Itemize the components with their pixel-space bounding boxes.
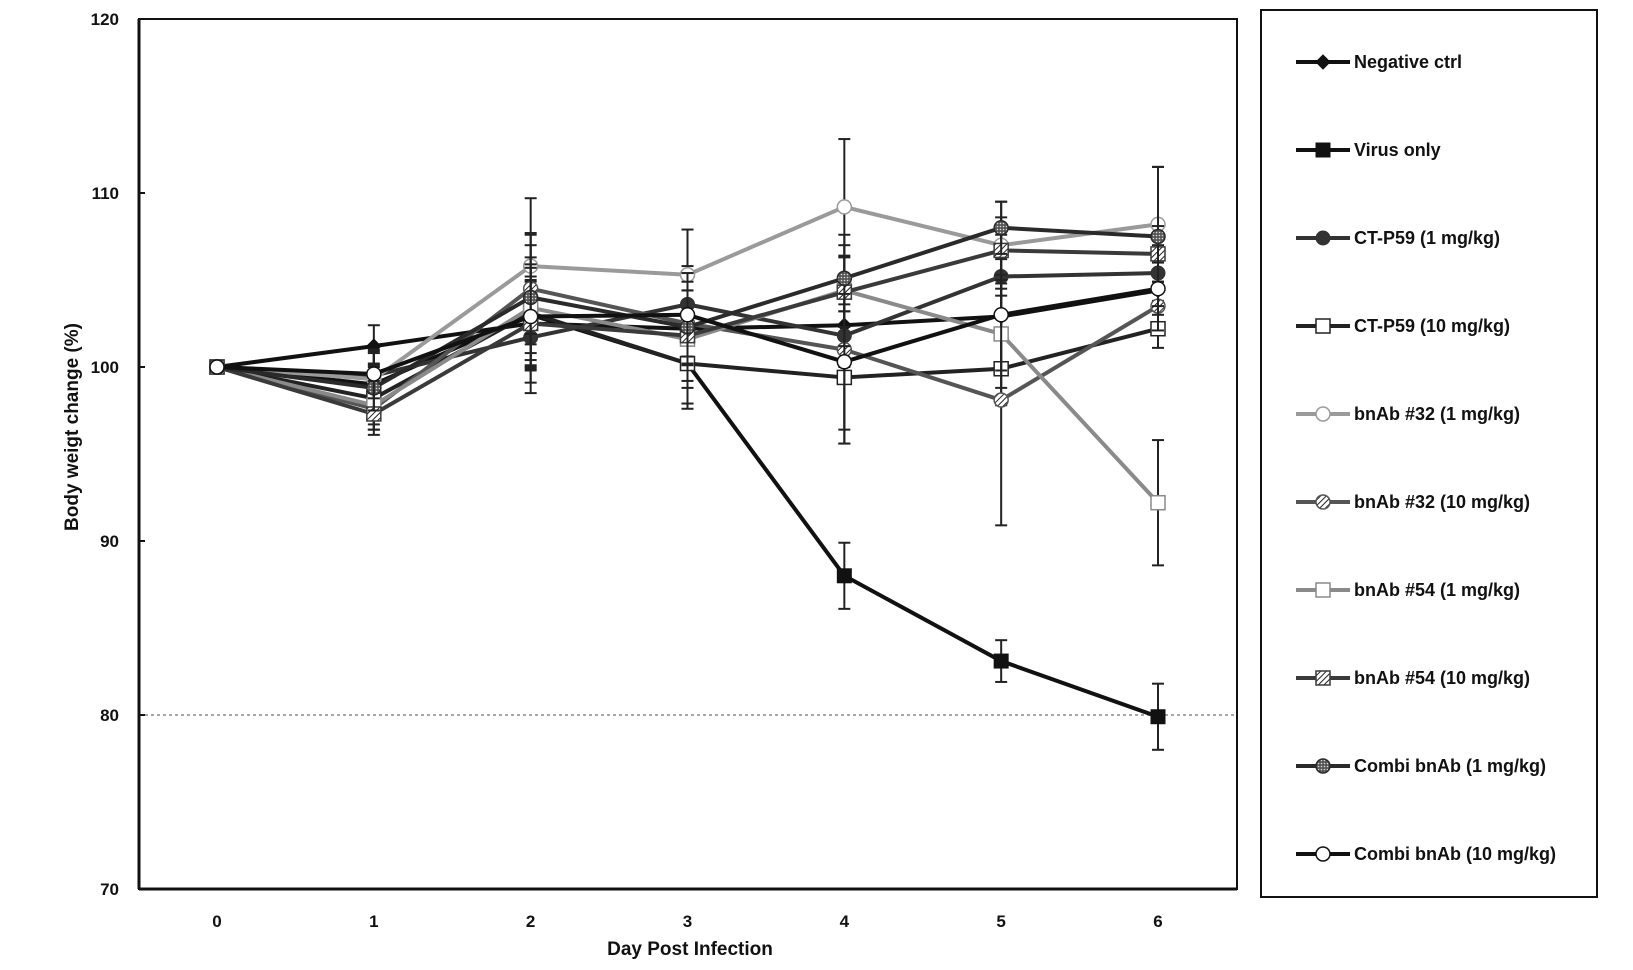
y-tick-label: 100 [91, 358, 119, 377]
y-tick-label: 70 [100, 880, 119, 899]
x-tick-label: 5 [996, 912, 1005, 931]
marker-circle-open [1150, 280, 1166, 297]
legend-box [1260, 9, 1598, 898]
legend-label: bnAb #54 (10 mg/kg) [1354, 668, 1530, 688]
plot-area [138, 18, 1238, 890]
x-axis-title: Day Post Infection [607, 939, 773, 960]
legend-item: CT-P59 (1 mg/kg) [1296, 228, 1500, 248]
legend-item: CT-P59 (10 mg/kg) [1296, 316, 1510, 336]
marker-square-filled [993, 653, 1009, 669]
y-tick-label: 80 [100, 706, 119, 725]
marker-diamond [1315, 54, 1331, 70]
legend-label: Combi bnAb (1 mg/kg) [1354, 756, 1546, 776]
legend-item: Combi bnAb (10 mg/kg) [1296, 844, 1556, 864]
marker-square-open [1315, 582, 1331, 598]
x-tick-label: 2 [526, 912, 535, 931]
legend-item: bnAb #54 (1 mg/kg) [1296, 580, 1520, 600]
legend: Negative ctrl Virus only CT-P59 (1 mg/kg) C… [1296, 52, 1556, 864]
x-tick-label: 3 [683, 912, 692, 931]
marker-circle-open [1315, 846, 1331, 862]
legend-item: Combi bnAb (1 mg/kg) [1296, 756, 1546, 776]
marker-circle-dotted [993, 220, 1009, 236]
legend-label: Combi bnAb (10 mg/kg) [1354, 844, 1556, 864]
y-tick-label: 110 [92, 184, 119, 203]
x-tick-label: 0 [212, 912, 221, 931]
series-combi-bnab-10-mg-kg [209, 258, 1166, 431]
legend-label: Negative ctrl [1354, 52, 1462, 72]
legend-label: Virus only [1354, 140, 1441, 160]
marker-square-filled [836, 568, 852, 584]
legend-label: bnAb #32 (10 mg/kg) [1354, 492, 1530, 512]
y-tick-label: 120 [91, 10, 119, 29]
legend-label: CT-P59 (1 mg/kg) [1354, 228, 1500, 248]
legend-label: CT-P59 (10 mg/kg) [1354, 316, 1510, 336]
y-tick-label: 90 [100, 532, 119, 551]
marker-circle-open [522, 308, 539, 325]
legend-item: bnAb #32 (10 mg/kg) [1296, 492, 1530, 512]
marker-circle-open [209, 359, 225, 375]
marker-square-filled [1150, 709, 1166, 725]
marker-square-hatched [1315, 670, 1331, 686]
x-tick-label: 4 [840, 912, 850, 931]
legend-item: Virus only [1296, 140, 1441, 160]
x-tick-label: 6 [1153, 912, 1162, 931]
legend-item: bnAb #54 (10 mg/kg) [1296, 668, 1530, 688]
marker-circle-dotted [1315, 758, 1331, 774]
legend-label: bnAb #54 (1 mg/kg) [1354, 580, 1520, 600]
marker-square-open [1150, 494, 1166, 511]
marker-circle-dotted [1150, 228, 1166, 245]
y-axis-title: Body weigt change (%) [62, 323, 83, 531]
marker-circle-open [366, 366, 382, 382]
marker-square-open [1315, 318, 1331, 334]
legend-label: bnAb #32 (1 mg/kg) [1354, 404, 1520, 424]
marker-square-filled [1315, 142, 1331, 158]
marker-circle-open [993, 307, 1009, 323]
legend-item: bnAb #32 (1 mg/kg) [1296, 404, 1520, 424]
marker-circle-dotted [836, 270, 853, 287]
marker-circle-open [1315, 406, 1331, 422]
marker-circle-filled [1315, 230, 1331, 246]
marker-circle-open [679, 307, 696, 323]
marker-circle-hatched [1315, 494, 1331, 510]
legend-item: Negative ctrl [1296, 52, 1462, 72]
marker-circle-open [836, 354, 853, 370]
marker-circle-open [836, 199, 853, 215]
marker-circle-hatched [993, 392, 1009, 408]
x-tick-label: 1 [369, 912, 378, 931]
